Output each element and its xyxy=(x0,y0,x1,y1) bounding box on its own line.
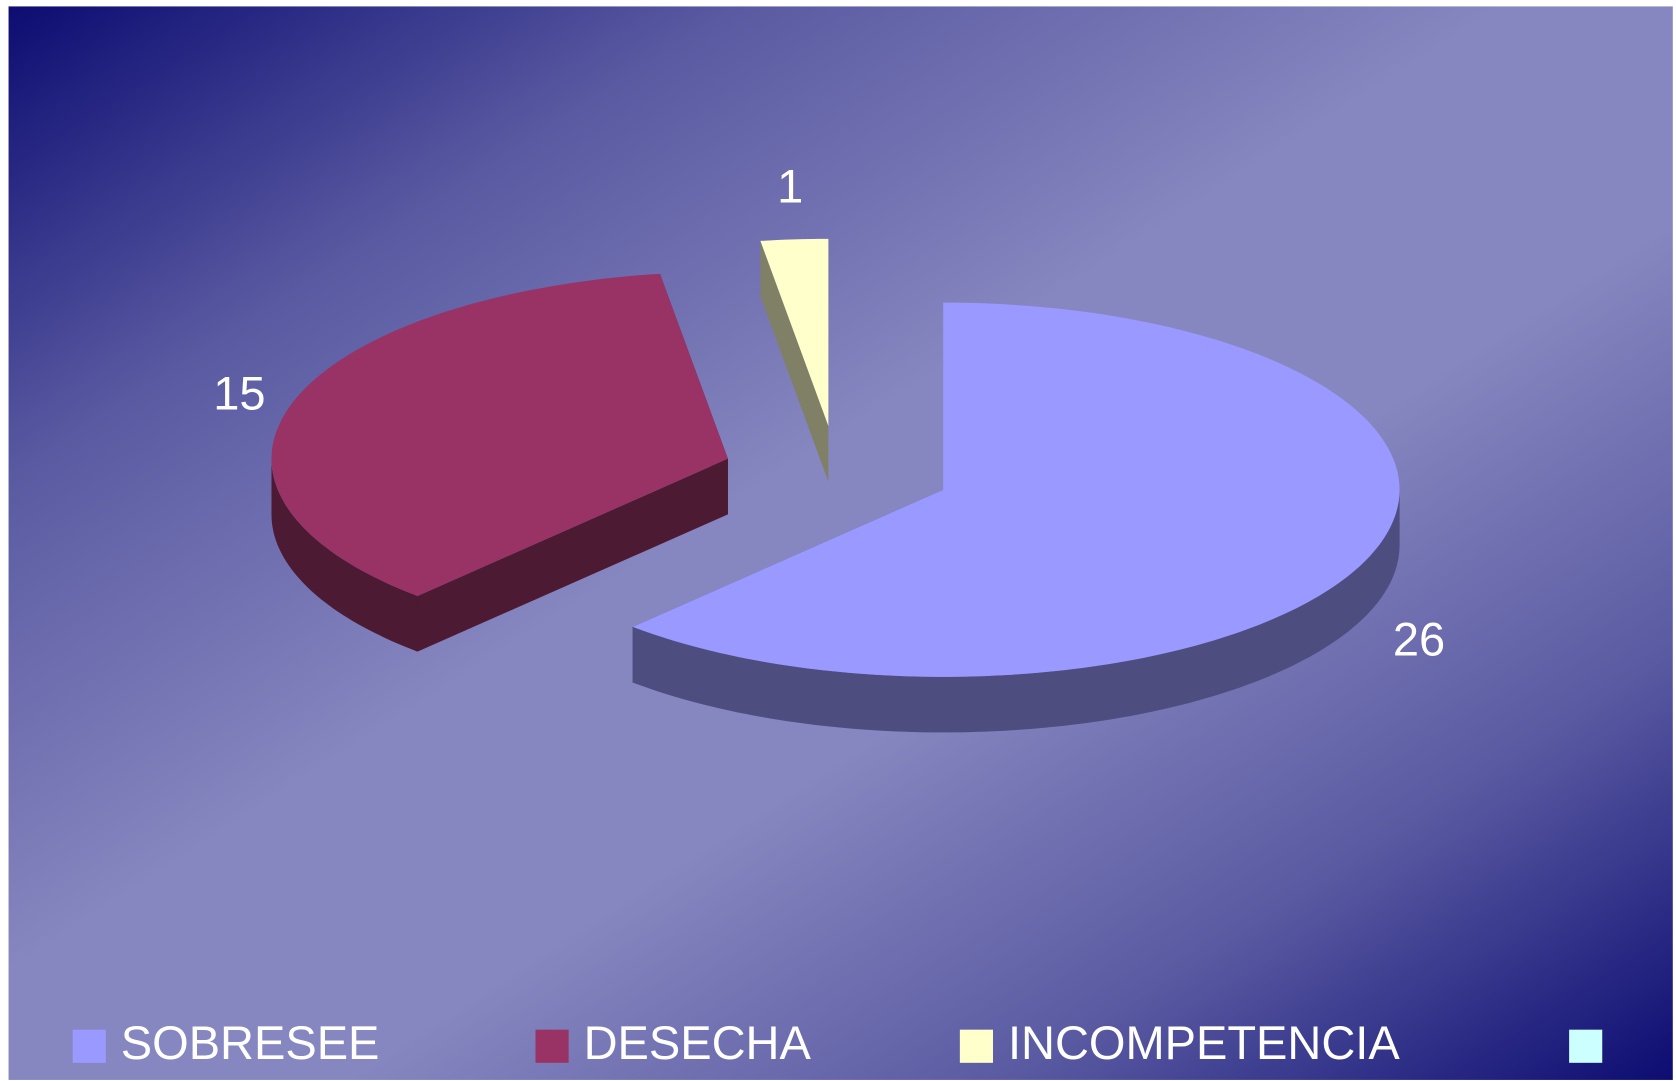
legend-label: DESECHA xyxy=(584,1016,812,1069)
legend-swatch xyxy=(959,1029,993,1063)
slice xyxy=(632,302,1400,677)
legend-swatch xyxy=(535,1029,569,1063)
legend-swatch xyxy=(1569,1029,1603,1063)
slice xyxy=(271,273,728,596)
slice-wall xyxy=(632,489,1400,733)
slice xyxy=(760,238,829,426)
slice-wall xyxy=(271,458,418,652)
slice-side xyxy=(760,240,829,482)
data-label: 26 xyxy=(1393,613,1445,666)
legend-swatch xyxy=(72,1029,106,1063)
data-label: 15 xyxy=(213,366,265,419)
legend-label: INCOMPETENCIA xyxy=(1008,1016,1400,1069)
data-label: 1 xyxy=(777,160,803,213)
legend-label: SOBRESEE xyxy=(121,1016,380,1069)
slice-side xyxy=(417,458,728,652)
